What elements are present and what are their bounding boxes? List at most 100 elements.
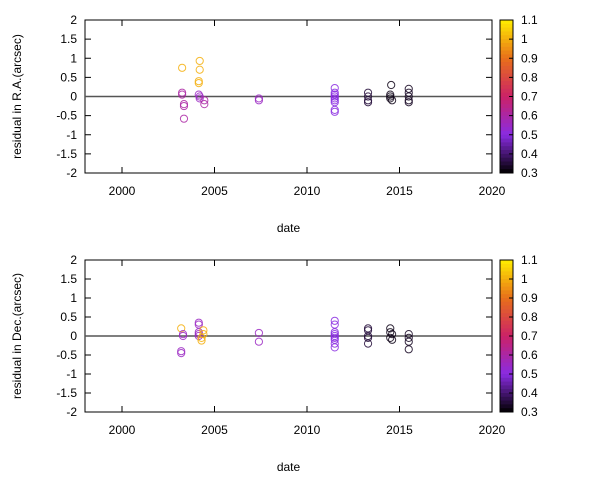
colorbar-segment [500,366,513,371]
data-point [363,333,373,342]
colorbar-tick-label: 0.3 [521,166,538,180]
x-tick-label: 2005 [201,423,228,437]
colorbar-tick-label: 0.6 [521,348,538,362]
colorbar-tick-label: 0.7 [521,90,538,104]
colorbar-segment [500,260,513,265]
colorbar-segment [500,362,513,367]
colorbar-segment [500,58,513,63]
colorbar-segment [500,400,513,405]
colorbar-segment [500,130,513,136]
y-tick-label: -2 [66,405,77,419]
colorbar-segment [500,35,513,40]
data-point [200,100,209,109]
x-tick-label: 2015 [386,423,413,437]
data-point [254,337,263,346]
colorbar-segment [500,408,513,413]
colorbar-segment [500,81,513,86]
data-point [195,94,204,103]
colorbar-tick-label: 0.9 [521,51,538,65]
colorbar-segment [500,169,513,174]
data-point [197,333,206,342]
y-tick-label: -2 [66,166,77,180]
colorbar-segment [500,65,513,71]
data-point [199,326,208,335]
y-tick-label: 1 [70,291,77,305]
colorbar-segment [500,286,513,291]
colorbar-segment [500,290,513,295]
y-tick-label: -1 [66,367,77,381]
colorbar-segment [500,142,513,147]
colorbar-segment [500,275,513,280]
colorbar-tick-label: 1 [521,272,528,286]
data-point [330,83,339,93]
data-point [194,79,203,88]
data-point [363,339,373,348]
colorbar-segment [500,146,513,151]
data-point [404,92,413,101]
colorbar-segment [500,381,513,386]
colorbar-segment [500,62,513,67]
y-tick-label: 2 [70,253,77,267]
colorbar-segment [500,355,513,360]
colorbar-segment [500,317,513,322]
x-tick-label: 2010 [294,423,321,437]
colorbar-segment [500,374,513,379]
colorbar-segment [500,92,513,97]
colorbar-segment [500,358,513,364]
data-point [178,331,188,341]
y-tick-label: 0 [70,329,77,343]
colorbar-segment [500,54,513,59]
colorbar: 1.1 1 0.9 0.8 0.7 0.6 0.5 0.4 0.3 [499,253,538,419]
y-tick-label: 0 [70,90,77,104]
colorbar-segment [500,127,513,132]
colorbar-segment [500,328,513,333]
data-point [200,96,209,105]
colorbar-tick-label: 0.9 [521,291,538,305]
data-point [330,343,339,352]
colorbar-segment [500,46,513,52]
colorbar-tick-label: 0.5 [521,367,538,381]
colorbar-segment [500,134,513,140]
colorbar-segment [500,96,513,101]
colorbar-tick-label: 1.1 [521,13,538,27]
x-axis-label: date [277,221,301,235]
data-point [387,80,396,90]
data-point [386,328,395,337]
colorbar-tick-label: 0.3 [521,405,538,419]
colorbar-segment [500,88,513,94]
y-axis-label: residual in Dec.(arcsec) [10,273,24,399]
colorbar-segment [500,294,513,299]
colorbar-segment [500,100,513,105]
plot-panel-2: 2 1.5 1 0.5 0 -0.5 -1 -1.5 -2 2000 2005 2010 2015 202… [10,253,538,474]
colorbar-segment [500,115,513,120]
data-point [195,56,204,66]
colorbar-segment [500,282,513,288]
colorbar-segment [500,153,513,159]
x-tick-label: 2015 [386,184,413,198]
y-axis-label: residual in R.A.(arcsec) [10,34,24,159]
data-point [177,349,186,358]
colorbar-tick-label: 0.5 [521,128,538,142]
y-tick-label: -0.5 [56,348,77,362]
colorbar-tick-label: 0.8 [521,310,538,324]
colorbar-segment [500,77,513,82]
colorbar-segment [500,271,513,276]
colorbar-segment [500,305,513,310]
data-point [177,324,186,333]
colorbar-segment [500,332,513,337]
data-point [197,336,206,345]
colorbar-segment [500,336,513,341]
colorbar-tick-label: 0.4 [521,386,538,400]
colorbar-segment [500,324,513,329]
y-tick-label: -1 [66,128,77,142]
colorbar-segment [500,377,513,383]
colorbar-segment [500,301,513,307]
data-point [388,330,397,339]
colorbar-segment [500,39,513,44]
data-point [178,90,187,99]
colorbar-segment [500,165,513,170]
colorbar-segment [500,123,513,128]
colorbar-segment [500,404,513,409]
colorbar-segment [500,23,513,29]
